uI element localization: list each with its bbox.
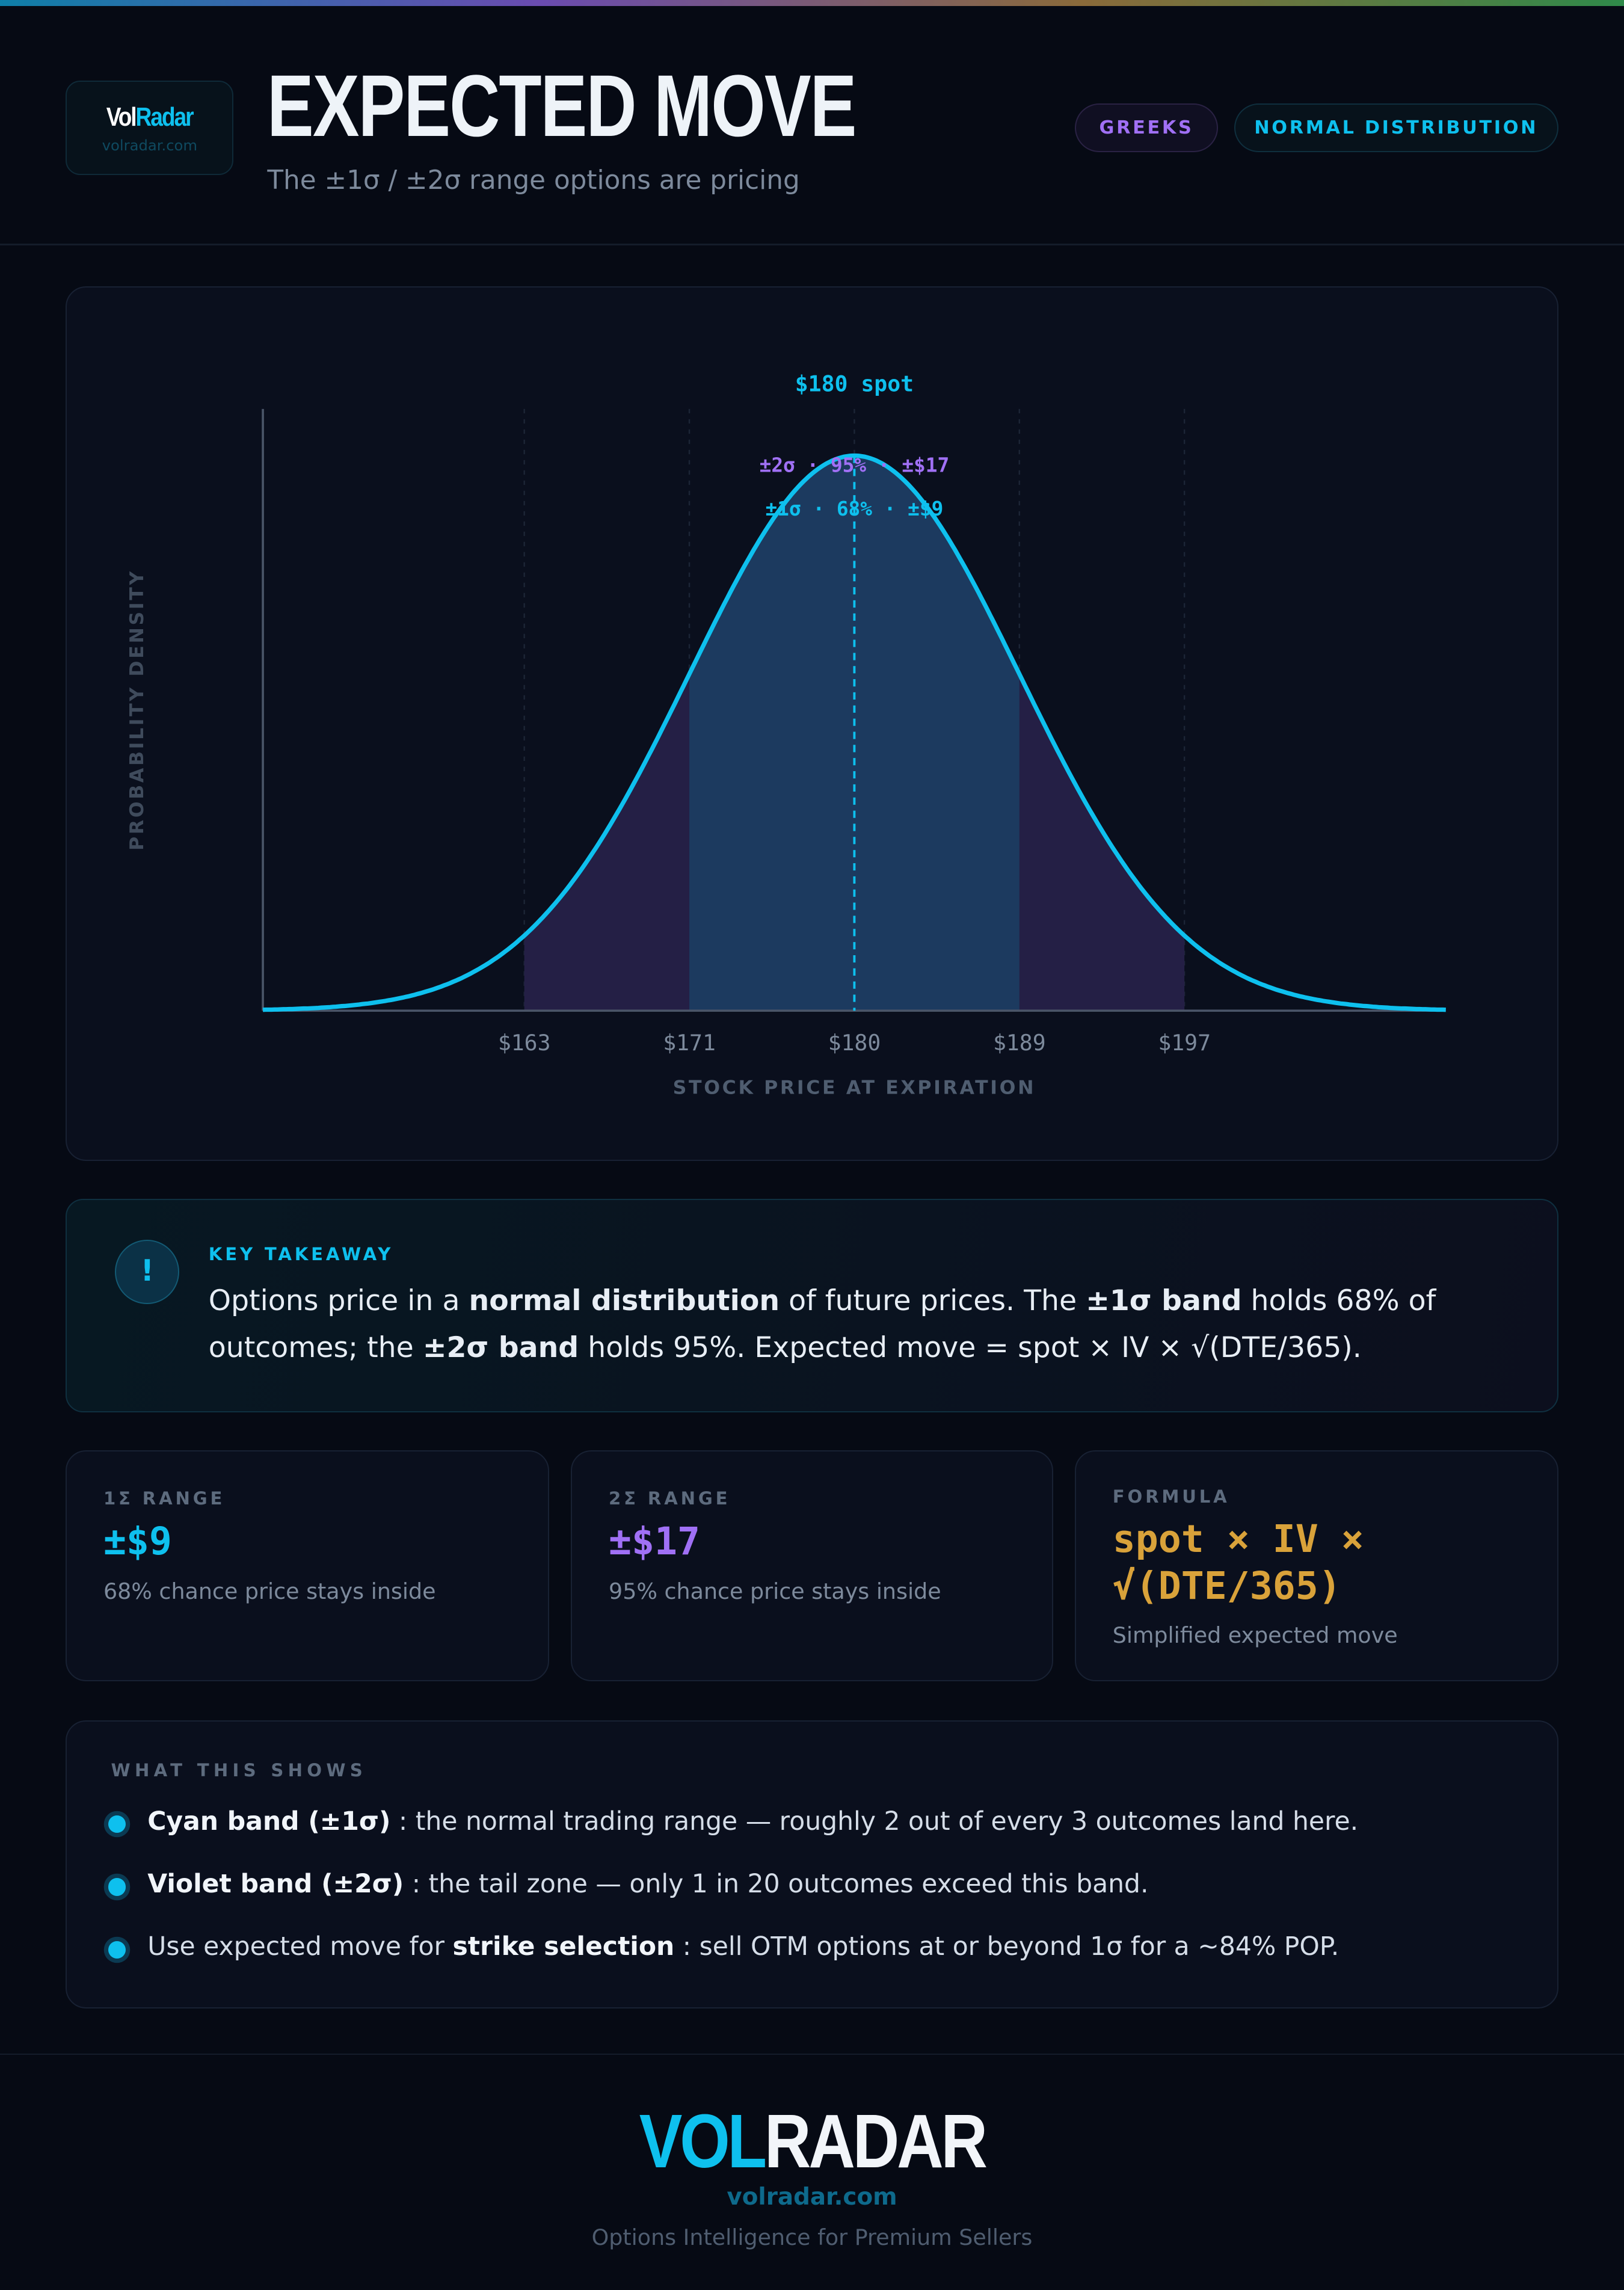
logo: VolRadar volradar.com: [66, 80, 234, 176]
takeaway-text: Options price in a normal distribution o…: [208, 1284, 1436, 1364]
key-takeaway: ! KEY TAKEAWAY Options price in a normal…: [66, 1199, 1558, 1412]
x-tick-label: $189: [993, 1030, 1046, 1056]
footer-tagline: Options Intelligence for Premium Sellers: [591, 2224, 1033, 2250]
stat-desc: 95% chance price stays inside: [609, 1578, 941, 1605]
bullet-icon: [108, 1815, 126, 1833]
stat-label: FORMULA: [1112, 1486, 1230, 1507]
exclamation-icon: !: [115, 1239, 180, 1304]
tag-normal-distribution[interactable]: NORMAL DISTRIBUTION: [1234, 103, 1558, 152]
takeaway-label: KEY TAKEAWAY: [208, 1244, 394, 1265]
two-sigma-label: ±2σ · 95% · ±$17: [760, 454, 950, 476]
logo-radar: Radar: [135, 102, 194, 132]
list-item: Violet band (±2σ) : the tail zone — only…: [147, 1869, 1149, 1899]
logo-vol: Vol: [106, 102, 137, 132]
bullet-icon: [108, 1878, 126, 1896]
spot-label: $180 spot: [795, 371, 914, 397]
x-tick-label: $180: [828, 1030, 881, 1056]
footer-divider: [0, 2053, 1624, 2055]
y-axis-label: PROBABILITY DENSITY: [126, 569, 148, 851]
one-sigma-label: ±1σ · 68% · ±$9: [765, 497, 943, 520]
header-divider: [0, 244, 1624, 245]
list-item: Use expected move for strike selection :…: [147, 1932, 1339, 1962]
tag-greeks[interactable]: GREEKS: [1075, 103, 1218, 152]
x-tick-label: $163: [498, 1030, 551, 1056]
what-this-shows: [66, 1720, 1558, 2008]
stat-card-2sigma: 2Σ RANGE ±$17 95% chance price stays ins…: [571, 1450, 1053, 1681]
top-gradient-bar: [0, 0, 1624, 6]
stat-value: spot × IV × √(DTE/365): [1112, 1516, 1364, 1608]
stat-card-1sigma: 1Σ RANGE ±$9 68% chance price stays insi…: [66, 1450, 549, 1681]
x-tick-label: $197: [1158, 1030, 1211, 1056]
x-tick-label: $171: [663, 1030, 716, 1056]
page-title: EXPECTED MOVE: [267, 57, 857, 155]
logo-url: volradar.com: [102, 136, 198, 154]
footer-url[interactable]: volradar.com: [727, 2183, 897, 2211]
stat-label: 2Σ RANGE: [609, 1488, 731, 1509]
stat-value: ±$17: [609, 1518, 701, 1563]
stat-label: 1Σ RANGE: [103, 1488, 226, 1509]
distribution-chart: $180 spot ±2σ · 95% · ±$17 ±1σ · 68% · ±…: [126, 371, 1446, 1099]
x-axis-label: STOCK PRICE AT EXPIRATION: [673, 1077, 1036, 1099]
footer-logo: VOLRADAR: [639, 2098, 987, 2184]
stat-card-formula: FORMULA spot × IV × √(DTE/365) Simplifie…: [1075, 1450, 1558, 1681]
list-item: Cyan band (±1σ) : the normal trading ran…: [147, 1806, 1359, 1836]
stat-desc: 68% chance price stays inside: [103, 1578, 436, 1605]
shows-label: WHAT THIS SHOWS: [111, 1759, 367, 1781]
stat-desc: Simplified expected move: [1112, 1622, 1398, 1649]
stat-value: ±$9: [103, 1518, 172, 1563]
bullet-icon: [108, 1941, 126, 1959]
page-subtitle: The ±1σ / ±2σ range options are pricing: [267, 165, 800, 196]
